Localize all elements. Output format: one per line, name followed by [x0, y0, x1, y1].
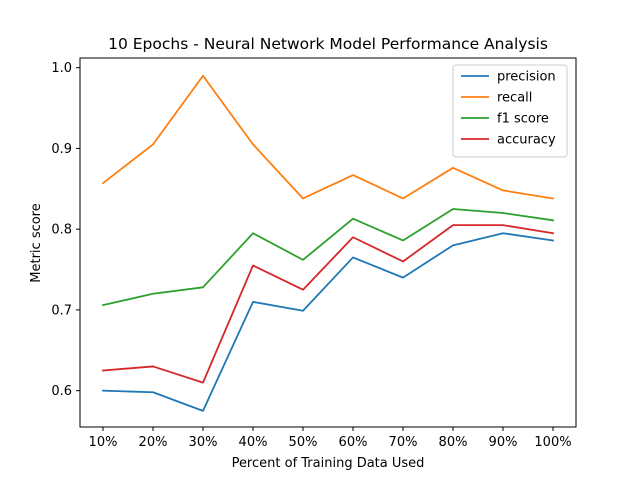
- series-line-recall: [101, 74, 555, 200]
- y-tick-label: 0.6: [51, 384, 72, 399]
- legend-box: [452, 64, 568, 158]
- x-tick-label: 50%: [289, 435, 318, 450]
- chart-title: 10 Epochs - Neural Network Model Perform…: [108, 35, 548, 53]
- x-tick-label: 90%: [489, 435, 518, 450]
- x-tick-label: 40%: [239, 435, 268, 450]
- x-tick-label: 70%: [389, 435, 418, 450]
- y-axis: 0.6 0.7 0.8 0.9 1.0: [51, 61, 80, 399]
- series-line-f1-score: [101, 208, 555, 307]
- y-tick-label: 0.7: [51, 303, 72, 318]
- plot-frame: [79, 57, 577, 428]
- y-axis-label: Metric score: [29, 203, 44, 282]
- y-tick-label: 1.0: [51, 61, 72, 76]
- y-tick-label: 0.8: [51, 223, 72, 238]
- legend: precision recall f1 score accuracy: [452, 64, 568, 158]
- legend-label: f1 score: [497, 112, 549, 127]
- x-axis-label: Percent of Training Data Used: [232, 456, 425, 471]
- series-line-precision: [102, 232, 555, 412]
- x-tick-label: 100%: [534, 435, 571, 450]
- series-group: [101, 74, 555, 412]
- x-tick-label: 10%: [89, 435, 118, 450]
- x-tick-label: 60%: [339, 435, 368, 450]
- x-tick-label: 80%: [439, 435, 468, 450]
- x-axis: 10% 20% 30% 40% 50% 60% 70% 80% 90% 100%: [89, 427, 572, 450]
- x-tick-label: 20%: [139, 435, 168, 450]
- x-tick-label: 30%: [189, 435, 218, 450]
- series-line-accuracy: [102, 224, 555, 384]
- legend-label: recall: [497, 91, 532, 106]
- legend-label: accuracy: [497, 133, 556, 148]
- legend-label: precision: [497, 70, 556, 85]
- y-tick-label: 0.9: [51, 142, 72, 157]
